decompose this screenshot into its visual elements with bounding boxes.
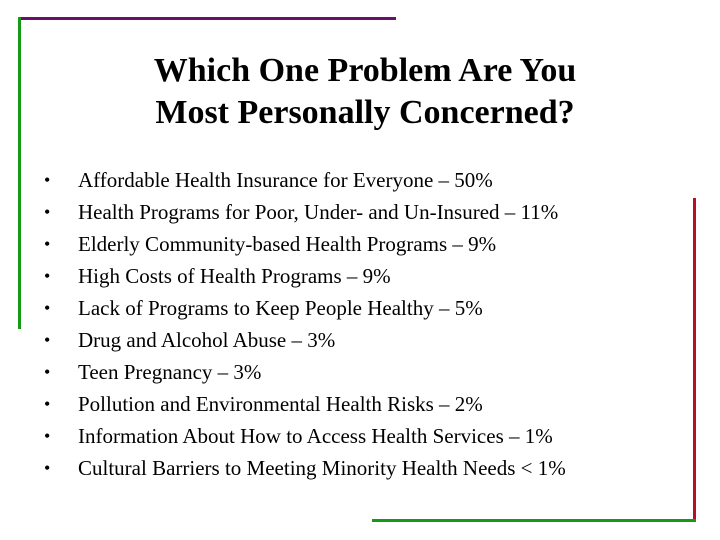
bullet-icon: • [44, 330, 51, 350]
top-accent-line [18, 17, 396, 20]
list-item-text: Pollution and Environmental Health Risks… [78, 392, 483, 416]
list-item-text: Lack of Programs to Keep People Healthy … [78, 296, 483, 320]
bullet-icon: • [44, 458, 51, 478]
list-item-text: Affordable Health Insurance for Everyone… [78, 168, 493, 192]
bullet-icon: • [44, 202, 51, 222]
list-item-text: Information About How to Access Health S… [78, 424, 553, 448]
list-item: • High Costs of Health Programs – 9% [44, 260, 684, 292]
list-item: • Cultural Barriers to Meeting Minority H… [44, 452, 684, 484]
list-item: • Lack of Programs to Keep People Healthy… [44, 292, 684, 324]
bullet-icon: • [44, 426, 51, 446]
list-item: • Teen Pregnancy – 3% [44, 356, 684, 388]
list-item: • Drug and Alcohol Abuse – 3% [44, 324, 684, 356]
slide-title-line-2: Most Personally Concerned? [155, 94, 575, 131]
list-item: • Pollution and Environmental Health Risk… [44, 388, 684, 420]
list-item: • Information About How to Access Health … [44, 420, 684, 452]
bullet-icon: • [44, 298, 51, 318]
list-item: • Affordable Health Insurance for Everyon… [44, 164, 684, 196]
bottom-accent-line [372, 519, 696, 522]
list-item-text: Elderly Community-based Health Programs … [78, 232, 497, 256]
left-accent-line [18, 17, 21, 329]
list-item-text: Cultural Barriers to Meeting Minority He… [78, 456, 566, 480]
slide-title-line-1: Which One Problem Are You [153, 52, 577, 89]
right-accent-line [693, 198, 696, 522]
list-item-text: Health Programs for Poor, Under- and Un-… [78, 200, 559, 224]
bullet-icon: • [44, 234, 51, 254]
bullet-icon: • [44, 362, 51, 382]
bullet-list: • Affordable Health Insurance for Everyon… [44, 164, 684, 484]
list-item: • Elderly Community-based Health Programs… [44, 228, 684, 260]
bullet-icon: • [44, 170, 51, 190]
list-item-text: Teen Pregnancy – 3% [78, 360, 262, 384]
bullet-icon: • [44, 266, 51, 286]
bullet-icon: • [44, 394, 51, 414]
slide-title: Which One Problem Are You Most Personall… [60, 50, 670, 134]
list-item: • Health Programs for Poor, Under- and Un… [44, 196, 684, 228]
list-item-text: High Costs of Health Programs – 9% [78, 264, 391, 288]
list-item-text: Drug and Alcohol Abuse – 3% [78, 328, 336, 352]
